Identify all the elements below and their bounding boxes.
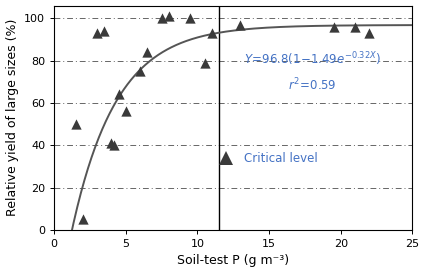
Text: $r^2\!=\!0.59$: $r^2\!=\!0.59$ <box>288 77 336 93</box>
Point <box>144 50 151 54</box>
Point <box>165 14 172 18</box>
Point <box>158 16 165 20</box>
Point <box>366 31 373 35</box>
Point <box>115 92 122 97</box>
Point <box>137 69 144 73</box>
Point <box>122 109 129 114</box>
Point <box>351 25 358 29</box>
Point <box>187 16 194 20</box>
Y-axis label: Relative yield of large sizes (%): Relative yield of large sizes (%) <box>6 19 19 216</box>
Point <box>201 61 208 65</box>
Text: Critical level: Critical level <box>244 152 318 165</box>
Point <box>330 25 337 29</box>
Text: $Y\!=\!96.8(1\!-\!1.49e^{-0.32X})$: $Y\!=\!96.8(1\!-\!1.49e^{-0.32X})$ <box>244 51 380 68</box>
X-axis label: Soil-test P (g m⁻³): Soil-test P (g m⁻³) <box>177 254 289 268</box>
Point <box>72 122 79 126</box>
Point <box>79 217 86 221</box>
Point <box>94 31 101 35</box>
Point <box>101 29 108 33</box>
Point <box>108 141 115 145</box>
Point <box>111 143 118 147</box>
Point <box>237 22 244 27</box>
Point <box>208 31 215 35</box>
